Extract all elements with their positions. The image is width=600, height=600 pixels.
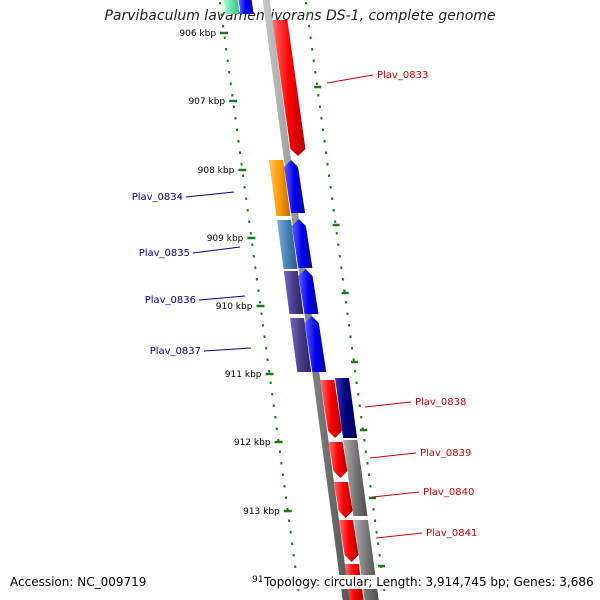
tick-label: 907 kbp bbox=[188, 97, 225, 107]
gene-label-plav_0837: Plav_0837 bbox=[150, 346, 201, 357]
genome-summary-label: Topology: circular; Length: 3,914,745 bp… bbox=[262, 575, 594, 589]
genome-map: Parvibaculum lavamentivorans DS-1, compl… bbox=[0, 0, 600, 600]
gene-feature bbox=[239, 0, 254, 14]
gene-leader-line bbox=[199, 296, 245, 300]
tick-label: 909 kbp bbox=[207, 234, 244, 244]
tick-label: 906 kbp bbox=[179, 29, 216, 39]
tick-label: 910 kbp bbox=[216, 302, 253, 312]
gene-feature bbox=[224, 0, 240, 14]
tick-label: 913 kbp bbox=[243, 507, 280, 517]
gene-leader-line bbox=[365, 402, 411, 407]
gene-label-plav_0841: Plav_0841 bbox=[426, 528, 477, 539]
accession-label: Accession: NC_009719 bbox=[10, 575, 146, 589]
gene-leader-line bbox=[373, 492, 419, 497]
gene-leader-line bbox=[376, 533, 422, 538]
gene-leader-line bbox=[327, 75, 373, 83]
gene-leader-line bbox=[186, 192, 234, 197]
gene-label-plav_0838: Plav_0838 bbox=[415, 397, 466, 408]
gene-label-plav_0840: Plav_0840 bbox=[423, 487, 474, 498]
tick-label: 912 kbp bbox=[234, 438, 271, 448]
tick-label: 908 kbp bbox=[198, 166, 235, 176]
gene-leader-line bbox=[370, 453, 416, 458]
gene-label-plav_0839: Plav_0839 bbox=[420, 448, 471, 459]
gene-leader-line bbox=[193, 247, 240, 253]
gene-leader-line bbox=[204, 348, 251, 351]
gene-label-plav_0836: Plav_0836 bbox=[145, 295, 196, 306]
gene-label-plav_0834: Plav_0834 bbox=[132, 192, 183, 203]
tick-label: 911 kbp bbox=[225, 370, 262, 380]
gene-label-plav_0835: Plav_0835 bbox=[139, 248, 190, 259]
genome-diagram: 906 kbp 907 kbp 908 kbp 909 kbp 910 kbp 911 k… bbox=[0, 0, 600, 600]
gene-label-plav_0833: Plav_0833 bbox=[377, 70, 428, 81]
